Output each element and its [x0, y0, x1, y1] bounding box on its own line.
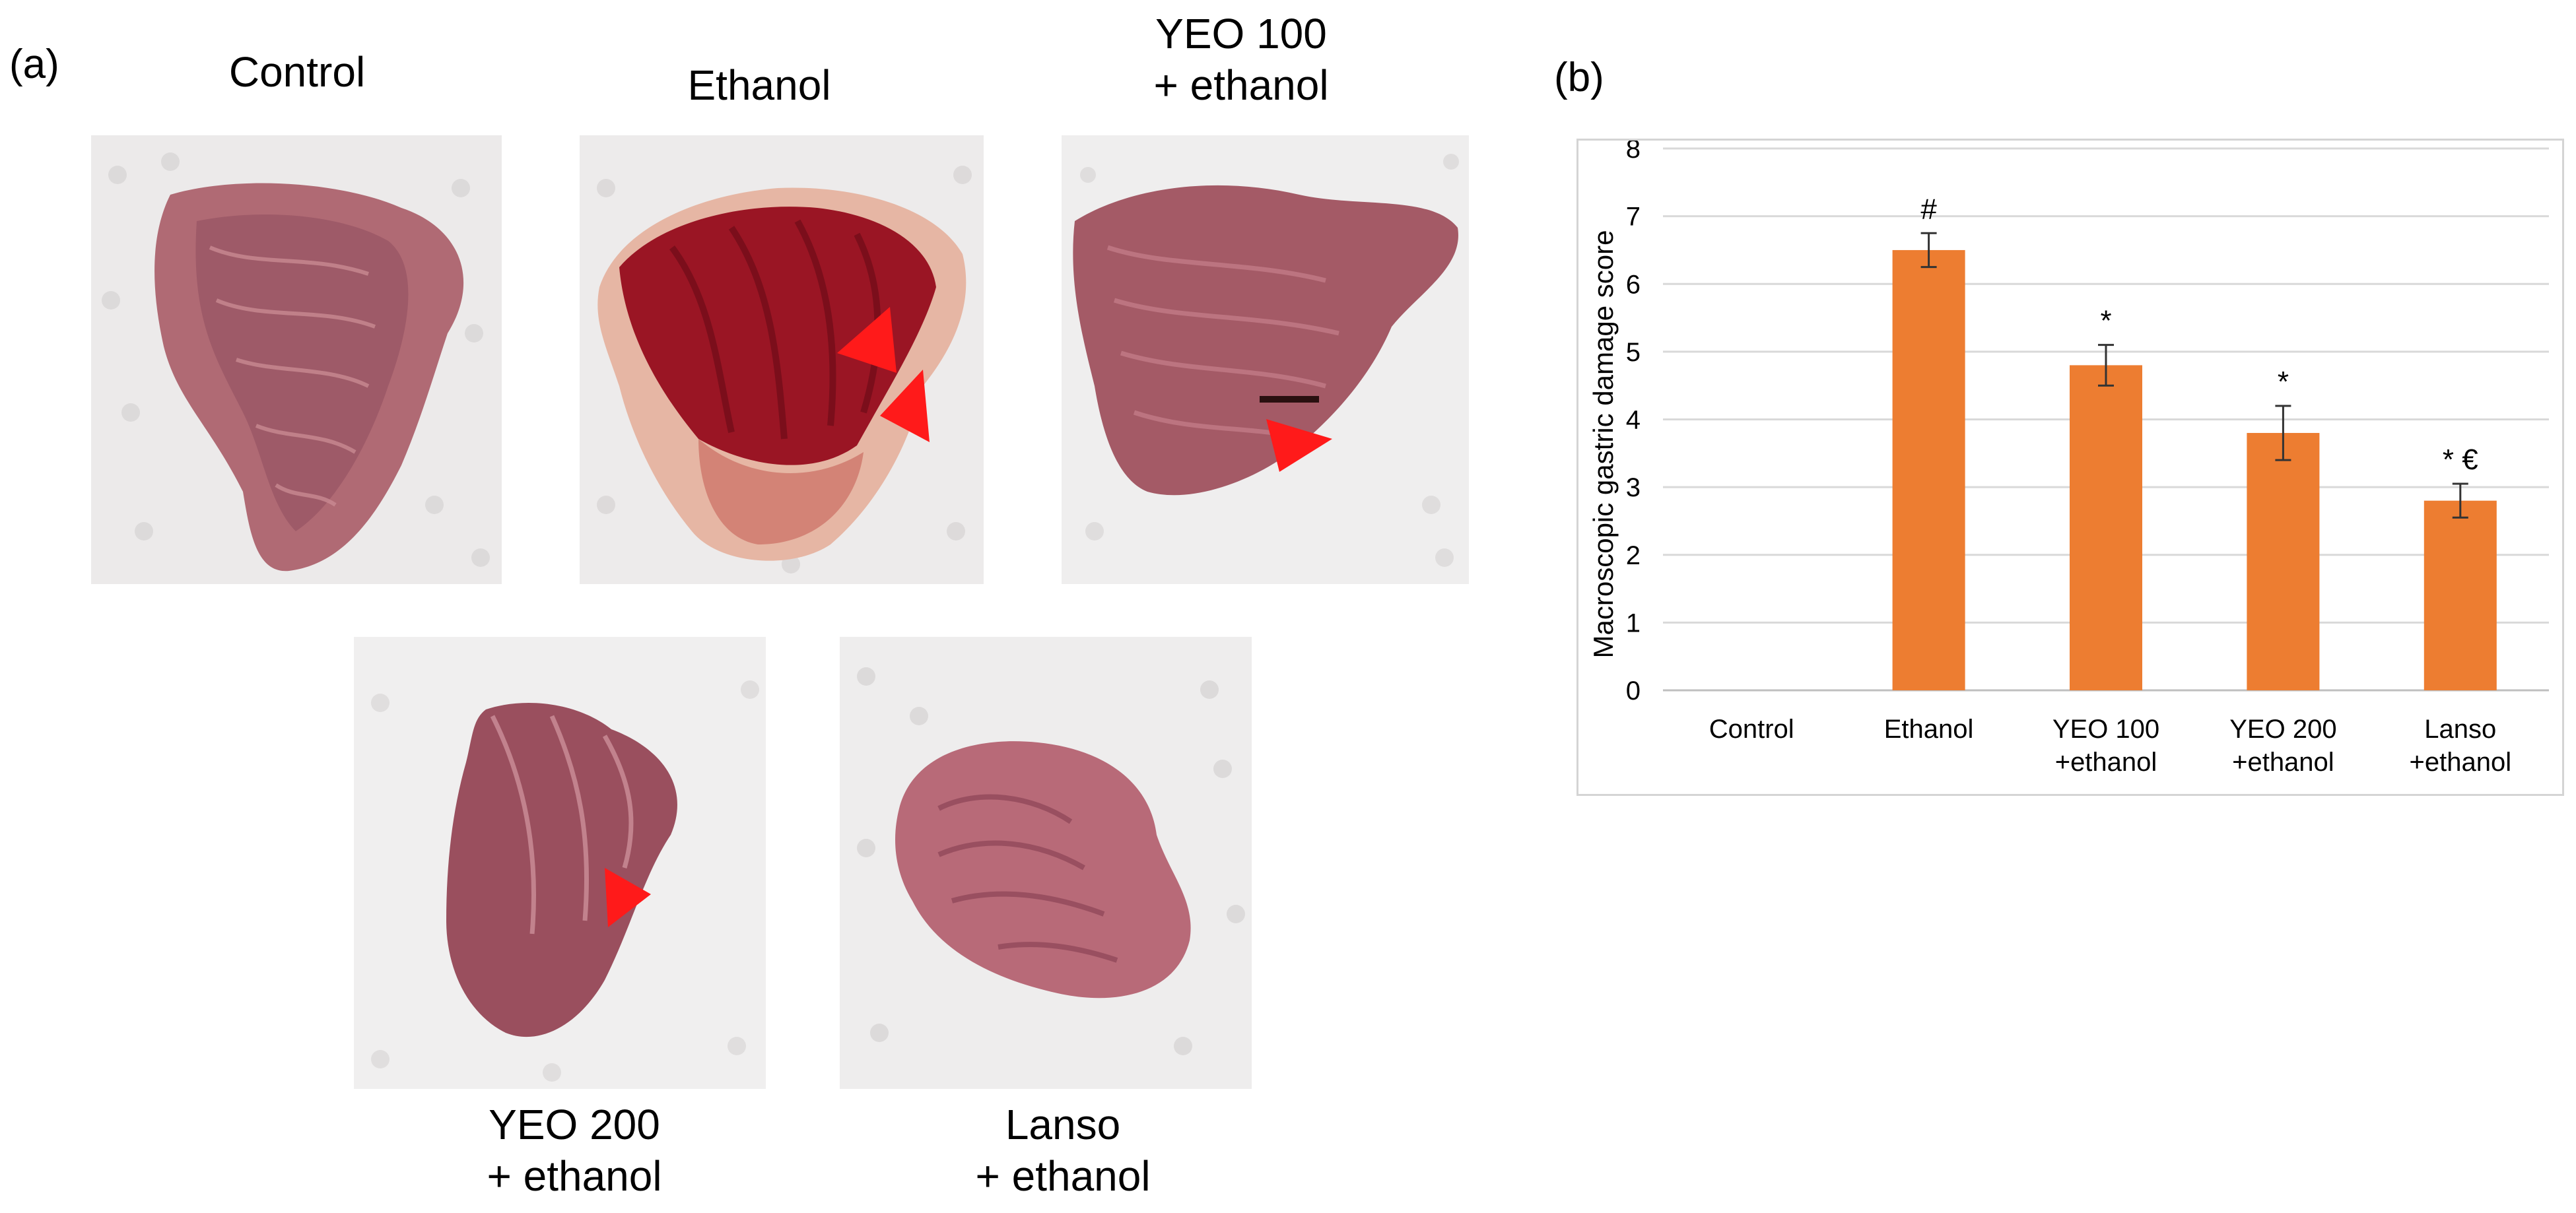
- y-axis-label: Macroscopic gastric damage score: [1588, 230, 1619, 659]
- significance-label-2: *: [2100, 305, 2111, 337]
- y-tick-0: 0: [1626, 676, 1641, 705]
- x-category-label-1: Ethanol: [1884, 715, 1974, 744]
- x-category-sublabel-3: +ethanol: [2232, 748, 2334, 777]
- caption-yeo200: YEO 200 + ethanol: [487, 1101, 662, 1200]
- photo-yeo200: [354, 637, 766, 1089]
- bar-4: [2423, 500, 2497, 690]
- x-category-label-4: Lanso: [2424, 715, 2496, 744]
- caption-ethanol: Ethanol: [687, 61, 831, 109]
- y-tick-8: 8: [1626, 141, 1641, 164]
- significance-label-4: * €: [2443, 443, 2478, 476]
- significance-label-3: *: [2278, 366, 2289, 398]
- bar-chart-svg: 0 1 2 3 4 5 6 7 8 Control # Ethanol * YEO 100 +ethanol…: [1588, 141, 2549, 777]
- photo-ethanol: [580, 135, 984, 584]
- x-category-label-0: Control: [1709, 715, 1794, 744]
- panel-b-label: (b): [1554, 55, 1604, 100]
- caption-lanso: Lanso + ethanol: [975, 1101, 1151, 1200]
- bar-chart: 0 1 2 3 4 5 6 7 8 Control # Ethanol * YEO 100 +ethanol…: [1576, 139, 2564, 796]
- bar-1: [1892, 249, 1965, 690]
- y-tick-1: 1: [1626, 608, 1641, 638]
- y-tick-5: 5: [1626, 338, 1641, 367]
- caption-control: Control: [228, 48, 366, 96]
- y-tick-2: 2: [1626, 541, 1641, 570]
- y-tick-7: 7: [1626, 203, 1641, 232]
- bar-3: [2247, 433, 2320, 690]
- x-category-label-2: YEO 100: [2052, 715, 2159, 744]
- x-category-sublabel-2: +ethanol: [2055, 748, 2157, 777]
- photo-control: [91, 135, 502, 584]
- panel-a-label: (a): [9, 42, 59, 87]
- photo-lanso: [840, 637, 1252, 1089]
- y-tick-3: 3: [1626, 473, 1641, 502]
- x-category-sublabel-4: +ethanol: [2410, 748, 2512, 777]
- photo-yeo100: [1062, 135, 1469, 584]
- significance-label-1: #: [1920, 193, 1937, 225]
- y-tick-4: 4: [1626, 406, 1641, 435]
- x-category-label-3: YEO 200: [2229, 715, 2336, 744]
- caption-yeo100: YEO 100 + ethanol: [1153, 10, 1329, 110]
- y-tick-6: 6: [1626, 270, 1641, 299]
- bar-2: [2070, 365, 2142, 690]
